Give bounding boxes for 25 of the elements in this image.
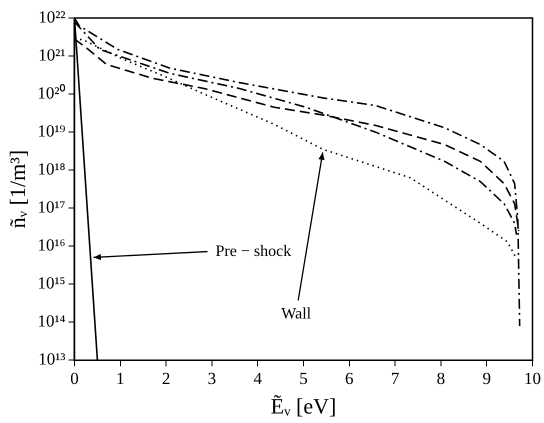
x-tick-label: 7 <box>390 368 400 388</box>
y-tick-label: 10²⁰ <box>37 84 66 103</box>
x-tick-label: 4 <box>253 368 262 388</box>
y-axis-title: ñᵥ [1/m³] <box>4 150 30 228</box>
x-tick-label: 6 <box>345 368 354 388</box>
y-tick-label: 10¹⁵ <box>37 274 66 293</box>
x-tick-label: 10 <box>524 368 541 388</box>
y-tick-label: 10¹³ <box>38 350 66 369</box>
x-tick-label: 2 <box>162 368 170 388</box>
x-tick-label: 5 <box>299 368 308 388</box>
y-tick-label: 10¹⁶ <box>37 236 66 255</box>
x-axis-title: Ẽᵥ [eV] <box>270 394 336 419</box>
y-tick-label: 10²¹ <box>38 45 66 64</box>
x-tick-label: 9 <box>482 368 491 388</box>
y-tick-label: 10²² <box>38 7 66 26</box>
annotation: Pre − shock <box>216 242 292 260</box>
x-tick-label: 0 <box>70 368 79 388</box>
y-tick-label: 10¹⁴ <box>37 312 66 331</box>
x-tick-label: 8 <box>436 368 446 388</box>
x-tick-label: 3 <box>208 368 216 388</box>
y-tick-label: 10¹⁸ <box>37 160 66 179</box>
y-tick-label: 10¹⁹ <box>37 122 66 141</box>
x-tick-label: 1 <box>116 368 125 388</box>
y-tick-label: 10¹⁷ <box>37 198 66 217</box>
annotation: Wall <box>281 306 312 323</box>
